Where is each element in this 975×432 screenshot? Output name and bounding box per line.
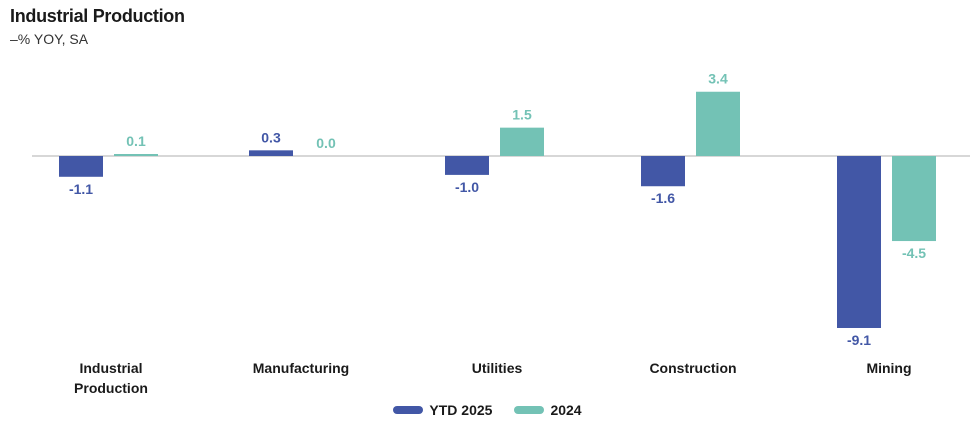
data-label-2024-4: -4.5 bbox=[902, 245, 926, 261]
legend-item-2024: 2024 bbox=[514, 402, 582, 418]
chart-subtitle: –% YOY, SA bbox=[10, 31, 89, 47]
data-label-ytd-2025-1: 0.3 bbox=[261, 129, 281, 145]
data-label-2024-3: 3.4 bbox=[708, 71, 728, 87]
category-label-4: Mining bbox=[866, 360, 911, 376]
category-label-2: Utilities bbox=[472, 360, 523, 376]
legend-label-2024: 2024 bbox=[550, 402, 582, 418]
bar-ytd-2025-4 bbox=[837, 156, 881, 328]
data-label-2024-0: 0.1 bbox=[126, 133, 146, 149]
category-label-1: Manufacturing bbox=[253, 360, 349, 376]
legend-swatch-2024 bbox=[514, 406, 545, 414]
bar-ytd-2025-2 bbox=[445, 156, 489, 175]
legend-label-ytd-2025: YTD 2025 bbox=[429, 402, 493, 418]
category-label-0-line-0: Industrial bbox=[79, 360, 142, 376]
bar-chart: -1.1 0.3 -1.0 -1.6 -9.1 0.1 0.0 1.5 3.4 -4.5 Indus… bbox=[32, 71, 970, 396]
data-label-2024-1: 0.0 bbox=[316, 135, 336, 151]
category-label-0-line-1: Production bbox=[74, 380, 148, 396]
data-label-ytd-2025-3: -1.6 bbox=[651, 190, 675, 206]
category-label-3: Construction bbox=[649, 360, 736, 376]
chart-legend: YTD 2025 2024 bbox=[0, 402, 975, 418]
bar-2024-3 bbox=[696, 91, 740, 156]
data-label-ytd-2025-4: -9.1 bbox=[847, 332, 871, 348]
bar-2024-2 bbox=[500, 127, 544, 156]
bar-ytd-2025-3 bbox=[641, 156, 685, 187]
legend-item-ytd-2025: YTD 2025 bbox=[393, 402, 492, 418]
data-label-ytd-2025-0: -1.1 bbox=[69, 181, 93, 197]
bar-ytd-2025-0 bbox=[59, 156, 103, 177]
bar-ytd-2025-1 bbox=[249, 150, 293, 156]
legend-swatch-ytd-2025 bbox=[393, 406, 424, 414]
data-label-ytd-2025-2: -1.0 bbox=[455, 179, 479, 195]
bar-2024-0 bbox=[114, 154, 158, 156]
bar-2024-4 bbox=[892, 156, 936, 242]
chart-title: Industrial Production bbox=[10, 6, 185, 26]
data-label-2024-2: 1.5 bbox=[512, 107, 532, 123]
